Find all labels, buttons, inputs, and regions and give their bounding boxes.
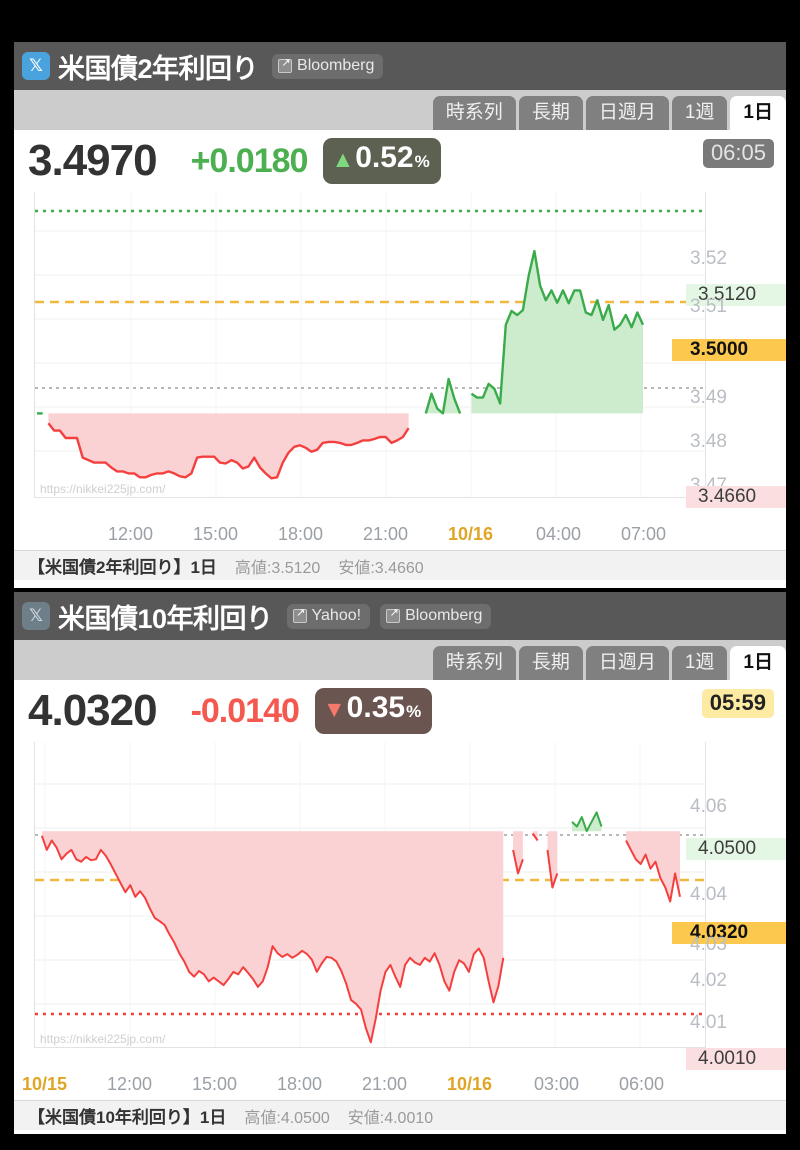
quote-panel-2y: 𝕏 米国債2年利回り Bloomberg 時系列 長期 日週月 1週 1日 3.… xyxy=(14,42,786,588)
quote-row: 3.4970 +0.0180 ▲ 0.52 % 06:05 xyxy=(14,130,786,192)
panel-header: 𝕏 米国債10年利回り Yahoo! Bloomberg xyxy=(14,592,786,640)
tab-jikeiretsu[interactable]: 時系列 xyxy=(432,96,516,130)
y-tick-high: 3.5120 xyxy=(686,284,786,306)
price-chart-svg xyxy=(35,742,705,1047)
quote-row: 4.0320 -0.0140 ▼ 0.35 % 05:59 xyxy=(14,680,786,742)
x-tick-date-1: 10/16 xyxy=(447,1074,493,1094)
external-link-icon xyxy=(278,56,293,73)
x-logo-icon[interactable]: 𝕏 xyxy=(22,52,50,80)
x-tick-0: 12:00 xyxy=(108,524,154,544)
page-title: 米国債10年利回り xyxy=(58,603,273,634)
y-tick-current: 3.5000 xyxy=(678,339,786,361)
footer-label: 【米国債2年利回り】1日 xyxy=(28,558,217,577)
y-axis-2y: 3.52 3.5120 3.51 3.5000 3.49 3.48 3.47 3… xyxy=(678,192,786,522)
x-tick-2: 18:00 xyxy=(278,524,324,544)
y-tick-4: 4.03 xyxy=(690,934,727,955)
y-tick-4: 3.49 xyxy=(690,387,727,408)
watermark: https://nikkei225jp.com/ xyxy=(40,482,166,496)
x-axis-2y: 12:00 15:00 18:00 21:00 10/16 04:00 07:0… xyxy=(14,522,786,550)
y-tick-2: 3.51 xyxy=(690,296,727,317)
quote-timestamp: 06:05 xyxy=(702,139,774,168)
panel-footer: 【米国債10年利回り】1日 高値:4.0500 安値:4.0010 xyxy=(14,1100,786,1130)
x-tick-7: 06:00 xyxy=(619,1074,665,1094)
price-series-10y xyxy=(40,811,681,1044)
external-link-icon xyxy=(386,606,401,623)
triangle-up-icon: ▲ xyxy=(331,146,355,172)
watermark: https://nikkei225jp.com/ xyxy=(40,1032,166,1046)
y-tick-5: 3.48 xyxy=(690,431,727,452)
source-label: Bloomberg xyxy=(405,606,483,624)
x-tick-date-0: 10/15 xyxy=(22,1074,68,1094)
footer-low: 安値:3.4660 xyxy=(338,559,424,577)
x-tick-1: 15:00 xyxy=(193,524,239,544)
y-tick-0: 4.06 xyxy=(690,796,727,817)
price-change: +0.0180 xyxy=(190,141,309,180)
tab-bar: 時系列 長期 日週月 1週 1日 xyxy=(14,640,786,680)
x-tick-2: 15:00 xyxy=(192,1074,238,1094)
source-link-bloomberg[interactable]: Bloomberg xyxy=(272,53,384,79)
y-tick-2: 4.04 xyxy=(690,884,727,905)
y-tick-5: 4.02 xyxy=(690,970,727,991)
page-title: 米国債2年利回り xyxy=(58,53,259,84)
price-chart-svg xyxy=(35,192,705,497)
tab-1week[interactable]: 1週 xyxy=(671,96,728,130)
x-axis-10y: 10/15 12:00 15:00 18:00 21:00 10/16 03:0… xyxy=(14,1072,786,1100)
tab-jikeiretsu[interactable]: 時系列 xyxy=(432,646,516,680)
tab-1week[interactable]: 1週 xyxy=(671,646,728,680)
x-tick-6: 07:00 xyxy=(621,524,667,544)
percent-value: 0.52 xyxy=(355,141,414,174)
x-tick-date: 10/16 xyxy=(448,524,494,544)
price-change: -0.0140 xyxy=(190,691,300,730)
source-link-yahoo[interactable]: Yahoo! xyxy=(286,603,371,629)
footer-high: 高値:4.0500 xyxy=(244,1109,330,1127)
chart-area-10y: https://nikkei225jp.com/ 4.06 4.0500 4.0… xyxy=(14,742,786,1072)
x-tick-1: 12:00 xyxy=(107,1074,153,1094)
chart-area-2y: https://nikkei225jp.com/ 3.52 3.5120 3.5… xyxy=(14,192,786,522)
percent-unit: % xyxy=(406,702,422,721)
x-tick-6: 03:00 xyxy=(534,1074,580,1094)
current-price: 3.4970 xyxy=(28,136,158,185)
y-tick-low: 4.0010 xyxy=(686,1048,786,1070)
x-tick-3: 21:00 xyxy=(363,524,409,544)
tab-1day[interactable]: 1日 xyxy=(730,96,786,130)
tab-choki[interactable]: 長期 xyxy=(518,646,583,680)
quote-timestamp: 05:59 xyxy=(701,689,774,718)
y-tick-6: 4.01 xyxy=(690,1012,727,1033)
plot-region[interactable] xyxy=(34,742,706,1048)
plot-region[interactable] xyxy=(34,192,706,498)
y-tick-low: 3.4660 xyxy=(686,486,786,508)
quote-panel-10y: 𝕏 米国債10年利回り Yahoo! Bloomberg 時系列 長期 日週月 … xyxy=(14,592,786,1134)
source-label: Bloomberg xyxy=(297,56,375,74)
panel-footer: 【米国債2年利回り】1日 高値:3.5120 安値:3.4660 xyxy=(14,550,786,580)
x-tick-5: 04:00 xyxy=(536,524,582,544)
x-logo-icon[interactable]: 𝕏 xyxy=(22,602,50,630)
percent-change-badge: ▼ 0.35 % xyxy=(314,688,433,734)
footer-high: 高値:3.5120 xyxy=(234,559,321,577)
source-label: Yahoo! xyxy=(311,606,362,624)
y-axis-10y: 4.06 4.0500 4.04 4.0320 4.03 4.02 4.01 4… xyxy=(678,742,786,1072)
percent-unit: % xyxy=(414,152,430,171)
x-tick-3: 18:00 xyxy=(277,1074,323,1094)
tab-choki[interactable]: 長期 xyxy=(518,96,583,130)
tab-nichishugetsu[interactable]: 日週月 xyxy=(585,646,669,680)
tab-1day[interactable]: 1日 xyxy=(730,646,786,680)
y-tick-0: 3.52 xyxy=(690,248,727,269)
triangle-down-icon: ▼ xyxy=(322,696,346,722)
percent-value: 0.35 xyxy=(346,691,406,724)
x-tick-4: 21:00 xyxy=(362,1074,408,1094)
y-tick-current: 4.0320 xyxy=(678,922,786,944)
y-tick-high: 4.0500 xyxy=(686,838,786,860)
source-link-bloomberg[interactable]: Bloomberg xyxy=(380,603,492,629)
tab-nichishugetsu[interactable]: 日週月 xyxy=(585,96,669,130)
percent-change-badge: ▲ 0.52 % xyxy=(323,138,441,184)
footer-low: 安値:4.0010 xyxy=(347,1109,434,1127)
current-price: 4.0320 xyxy=(28,686,158,735)
tab-bar: 時系列 長期 日週月 1週 1日 xyxy=(14,90,786,130)
panel-header: 𝕏 米国債2年利回り Bloomberg xyxy=(14,42,786,90)
footer-label: 【米国債10年利回り】1日 xyxy=(28,1108,227,1127)
external-link-icon xyxy=(292,606,308,623)
price-series-2y xyxy=(37,249,645,480)
